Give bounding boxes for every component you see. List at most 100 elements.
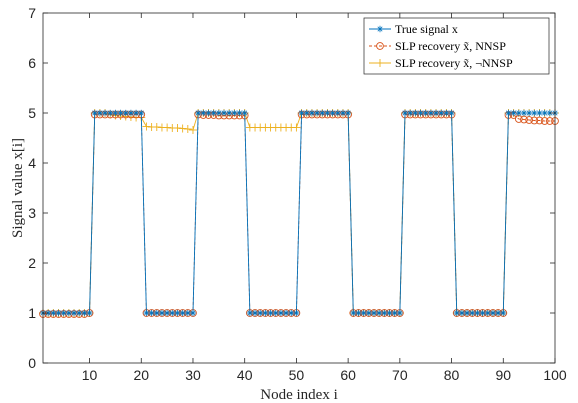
point-marker-d2 — [154, 310, 160, 316]
point-marker-d2 — [128, 110, 134, 116]
x-tick-label: 30 — [185, 367, 201, 383]
point-marker-d2 — [288, 310, 294, 316]
data-point — [251, 309, 259, 317]
point-marker — [376, 42, 384, 50]
point-marker-d2 — [283, 310, 289, 316]
point-marker-d2 — [397, 310, 403, 316]
point-marker-d2 — [464, 310, 470, 316]
legend-entry: SLP recovery x̃, NNSP — [369, 39, 506, 53]
y-axis-label: Signal value x[i] — [10, 138, 26, 238]
point-marker-d2 — [45, 310, 51, 316]
point-marker-d2 — [516, 110, 522, 116]
data-point — [531, 109, 538, 117]
point-marker-d2 — [71, 310, 77, 316]
point-marker-d2 — [247, 310, 253, 316]
point-marker-d2 — [480, 310, 486, 316]
data-point — [396, 309, 404, 317]
data-point — [138, 109, 145, 117]
point-marker-d2 — [324, 110, 330, 116]
point-marker-d2 — [474, 310, 480, 316]
point-marker-d2 — [438, 110, 444, 116]
data-point — [112, 109, 119, 117]
point-marker-d2 — [66, 310, 72, 316]
point-marker-d2 — [299, 110, 305, 116]
point-marker-d2 — [490, 310, 496, 316]
data-point — [525, 116, 533, 124]
data-point — [540, 117, 549, 125]
point-marker-d2 — [169, 310, 175, 316]
data-point — [173, 124, 182, 132]
data-point — [117, 109, 124, 117]
point-marker-d2 — [87, 310, 93, 316]
point-marker-d2 — [402, 110, 408, 116]
y-tick-label: 5 — [28, 105, 36, 121]
data-point — [189, 309, 197, 317]
point-marker-d2 — [376, 310, 382, 316]
point-marker-d2 — [55, 310, 62, 316]
data-point — [344, 109, 352, 117]
x-axis-label: Node index i — [260, 387, 337, 403]
point-marker-d2 — [262, 310, 268, 316]
point-marker-d2 — [237, 110, 243, 116]
legend-label: SLP recovery x̃, NNSP — [395, 39, 506, 53]
y-tick-label: 0 — [28, 355, 36, 371]
data-point — [432, 109, 440, 117]
point-marker-d2 — [180, 310, 186, 316]
data-point — [412, 109, 419, 117]
point-marker-d2 — [190, 310, 196, 316]
point-marker-d2 — [443, 110, 449, 116]
legend-box — [363, 17, 550, 75]
point-marker-d2 — [340, 110, 346, 116]
point-marker — [530, 116, 539, 125]
data-point — [530, 116, 539, 125]
point-marker-d2 — [211, 110, 217, 116]
point-marker-d2 — [221, 110, 227, 116]
point-marker-d2 — [268, 310, 274, 316]
point-marker-d2 — [159, 310, 165, 316]
data-point — [158, 309, 166, 317]
legend-label: True signal x — [395, 22, 458, 36]
data-point — [262, 309, 269, 317]
data-point — [406, 109, 414, 117]
data-point — [215, 109, 223, 117]
data-point — [545, 117, 554, 125]
point-marker-d2 — [495, 310, 501, 316]
data-point — [178, 124, 187, 133]
legend-entry: SLP recovery x̃, ¬NNSP — [369, 56, 513, 70]
point-marker-d2 — [174, 310, 180, 316]
point-marker-d2 — [200, 110, 206, 116]
point-marker-d2 — [536, 110, 543, 116]
point-marker-d2 — [112, 110, 118, 116]
series-group — [39, 109, 559, 318]
point-marker-d2 — [469, 310, 475, 316]
point-marker-d2 — [386, 310, 393, 316]
point-marker-d2 — [102, 110, 108, 116]
data-point — [55, 309, 62, 317]
data-point — [438, 109, 445, 117]
data-point — [376, 42, 384, 50]
data-point — [520, 109, 528, 117]
point-marker-d2 — [226, 110, 232, 116]
data-point — [174, 309, 181, 317]
legend: True signal x SLP recovery x̃, NNSP SLP re… — [363, 17, 550, 75]
point-marker-d2 — [542, 110, 548, 116]
point-marker-d2 — [185, 310, 191, 316]
point-marker-d2 — [392, 310, 398, 316]
point-marker-d2 — [531, 110, 537, 116]
point-marker-d2 — [335, 110, 341, 116]
legend-label: SLP recovery x̃, ¬NNSP — [395, 56, 513, 70]
point-marker-d2 — [459, 310, 465, 316]
y-tick-label: 7 — [28, 5, 36, 21]
data-point — [272, 309, 279, 317]
point-marker-d2 — [123, 110, 129, 116]
point-marker — [535, 116, 544, 125]
x-tick-label: 40 — [237, 367, 253, 383]
point-marker-d2 — [92, 110, 98, 116]
data-point — [494, 309, 502, 317]
x-tick-label: 20 — [133, 367, 149, 383]
point-marker-d2 — [407, 110, 413, 116]
point-marker-d2 — [149, 310, 155, 316]
data-point — [376, 25, 384, 33]
data-point — [535, 116, 544, 125]
data-point — [163, 123, 172, 132]
